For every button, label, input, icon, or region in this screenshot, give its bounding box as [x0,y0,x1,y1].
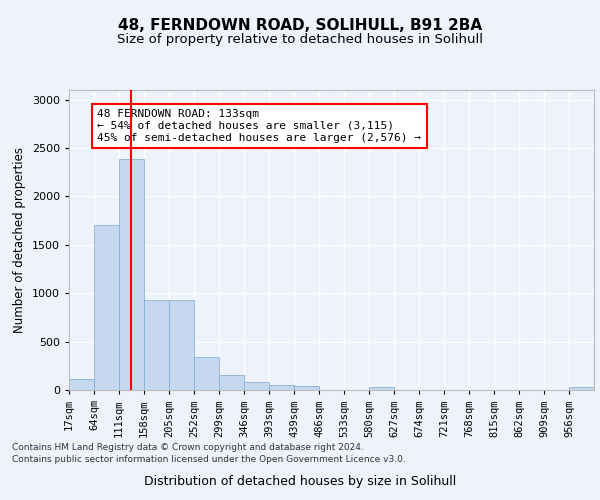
Bar [369,387,394,390]
Text: Distribution of detached houses by size in Solihull: Distribution of detached houses by size … [144,474,456,488]
Bar [69,380,94,390]
Bar [244,382,269,390]
Bar [294,386,319,390]
Bar [119,158,144,390]
Bar [269,384,294,390]
Bar [169,300,194,390]
Bar [144,300,169,390]
Text: Contains HM Land Registry data © Crown copyright and database right 2024.: Contains HM Land Registry data © Crown c… [12,444,364,452]
Bar [569,387,594,390]
Bar [219,376,244,390]
Text: 48, FERNDOWN ROAD, SOLIHULL, B91 2BA: 48, FERNDOWN ROAD, SOLIHULL, B91 2BA [118,18,482,32]
Text: Contains public sector information licensed under the Open Government Licence v3: Contains public sector information licen… [12,455,406,464]
Bar [194,356,219,390]
Text: Size of property relative to detached houses in Solihull: Size of property relative to detached ho… [117,32,483,46]
Y-axis label: Number of detached properties: Number of detached properties [13,147,26,333]
Text: 48 FERNDOWN ROAD: 133sqm
← 54% of detached houses are smaller (3,115)
45% of sem: 48 FERNDOWN ROAD: 133sqm ← 54% of detach… [97,110,421,142]
Bar [94,226,119,390]
